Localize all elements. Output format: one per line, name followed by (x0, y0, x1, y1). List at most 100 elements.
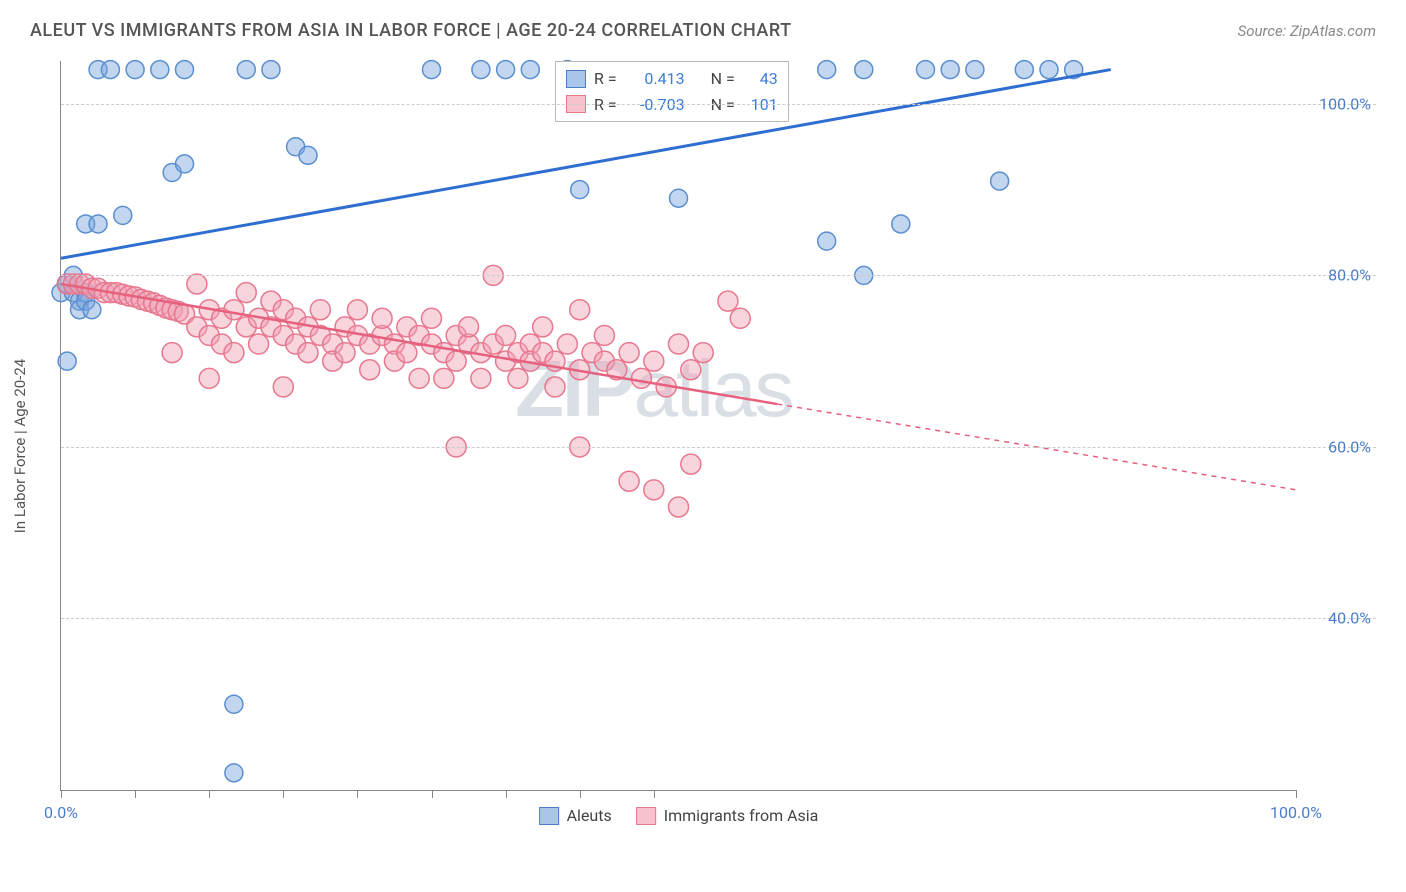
data-point (1040, 61, 1058, 79)
data-point (176, 61, 194, 79)
y-tick-label: 60.0% (1328, 437, 1371, 456)
data-point (521, 61, 539, 79)
y-tick-label: 40.0% (1328, 609, 1371, 628)
data-point (496, 325, 516, 345)
data-point (533, 317, 553, 337)
data-point (237, 61, 255, 79)
data-point (966, 61, 984, 79)
data-point (917, 61, 935, 79)
legend-swatch (566, 70, 586, 88)
legend-r-label: R = (594, 66, 617, 92)
data-point (644, 351, 664, 371)
data-point (693, 343, 713, 363)
data-point (594, 325, 614, 345)
x-tick (580, 790, 581, 798)
data-point (818, 61, 836, 79)
data-point (423, 61, 441, 79)
data-point (855, 61, 873, 79)
data-point (571, 181, 589, 199)
data-point (892, 215, 910, 233)
data-point (669, 334, 689, 354)
data-point (472, 61, 490, 79)
data-point (1015, 61, 1033, 79)
gridline (61, 618, 1376, 619)
data-point (497, 61, 515, 79)
data-point (58, 352, 76, 370)
data-point (224, 300, 244, 320)
series-legend-item: Immigrants from Asia (636, 806, 819, 825)
data-point (471, 368, 491, 388)
series-legend-label: Aleuts (567, 806, 612, 825)
data-point (631, 368, 651, 388)
legend-n-value: 43 (743, 66, 778, 92)
data-point (409, 368, 429, 388)
gridline (61, 447, 1376, 448)
y-tick-label: 80.0% (1328, 266, 1371, 285)
legend-r-value: 0.413 (625, 66, 685, 92)
data-point (459, 317, 479, 337)
legend-row: R = 0.413 N = 43 (566, 66, 778, 92)
x-tick (654, 790, 655, 798)
plot-area: ZIPatlas R =0.413N =43R =-0.703N =101 Al… (60, 61, 1296, 791)
x-tick (283, 790, 284, 798)
data-point (644, 480, 664, 500)
data-point (669, 497, 689, 517)
source-label: Source: ZipAtlas.com (1238, 22, 1376, 40)
data-point (434, 368, 454, 388)
data-point (151, 61, 169, 79)
x-tick (61, 790, 62, 798)
x-tick (506, 790, 507, 798)
data-point (224, 343, 244, 363)
data-point (619, 471, 639, 491)
data-point (570, 300, 590, 320)
chart-container: In Labor Force | Age 20-24 ZIPatlas R =0… (30, 51, 1376, 841)
y-tick-label: 100.0% (1319, 94, 1371, 113)
data-point (299, 146, 317, 164)
data-point (619, 343, 639, 363)
data-point (225, 695, 243, 713)
data-point (162, 343, 182, 363)
data-point (298, 343, 318, 363)
data-point (422, 308, 442, 328)
data-point (335, 343, 355, 363)
plot-svg (61, 61, 1296, 790)
x-tick-label: 100.0% (1270, 803, 1322, 822)
data-point (446, 351, 466, 371)
data-point (508, 368, 528, 388)
data-point (347, 300, 367, 320)
data-point (557, 334, 577, 354)
data-point (83, 301, 101, 319)
x-tick (135, 790, 136, 798)
data-point (397, 343, 417, 363)
data-point (249, 334, 269, 354)
data-point (372, 308, 392, 328)
data-point (101, 61, 119, 79)
series-legend: Aleuts Immigrants from Asia (539, 806, 819, 825)
data-point (199, 368, 219, 388)
x-tick-label: 0.0% (44, 803, 78, 822)
data-point (670, 189, 688, 207)
y-axis-title: In Labor Force | Age 20-24 (11, 359, 29, 533)
data-point (360, 360, 380, 380)
data-point (126, 61, 144, 79)
data-point (681, 454, 701, 474)
legend-swatch (539, 807, 559, 825)
data-point (114, 206, 132, 224)
data-point (273, 377, 293, 397)
data-point (187, 274, 207, 294)
data-point (236, 283, 256, 303)
legend-n-label: N = (711, 66, 735, 92)
data-point (176, 155, 194, 173)
series-legend-label: Immigrants from Asia (664, 806, 819, 825)
data-point (89, 215, 107, 233)
data-point (941, 61, 959, 79)
legend-swatch (636, 807, 656, 825)
x-tick (209, 790, 210, 798)
data-point (262, 61, 280, 79)
gridline (61, 275, 1376, 276)
data-point (225, 764, 243, 782)
x-tick (1296, 790, 1297, 798)
data-point (681, 360, 701, 380)
data-point (310, 300, 330, 320)
chart-title: ALEUT VS IMMIGRANTS FROM ASIA IN LABOR F… (30, 20, 792, 41)
